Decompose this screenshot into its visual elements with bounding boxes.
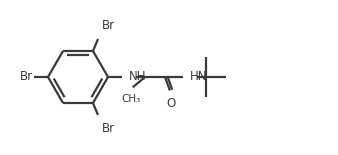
- Text: CH₃: CH₃: [121, 94, 140, 104]
- Text: O: O: [166, 97, 175, 110]
- Text: Br: Br: [102, 19, 115, 32]
- Text: HN: HN: [190, 71, 208, 84]
- Text: Br: Br: [102, 122, 115, 135]
- Text: NH: NH: [129, 71, 146, 84]
- Text: Br: Br: [20, 71, 33, 84]
